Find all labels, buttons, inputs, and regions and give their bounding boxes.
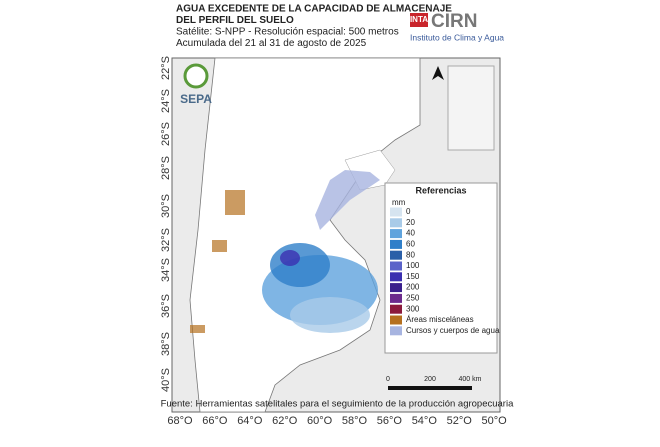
- legend-box: [384, 182, 498, 354]
- excess-area: [290, 297, 370, 333]
- legend-swatch: [390, 326, 402, 336]
- legend-label: 200: [406, 283, 420, 292]
- longitude-label: 54°O: [412, 415, 438, 427]
- locator-map: [447, 65, 495, 151]
- legend-swatch: [390, 283, 402, 293]
- longitude-label: 64°O: [237, 415, 263, 427]
- legend-label: 250: [406, 294, 420, 303]
- legend-label: Cursos y cuerpos de agua: [406, 326, 500, 335]
- legend-swatch: [390, 293, 402, 303]
- legend-label: 100: [406, 261, 420, 270]
- latitude-label: 30°S: [160, 194, 172, 218]
- scale-label: 200: [424, 376, 436, 383]
- legend-label: Áreas misceláneas: [406, 315, 474, 324]
- scale-label: 0: [386, 376, 390, 383]
- legend-label: 60: [406, 240, 415, 249]
- water-excess: [190, 170, 380, 333]
- longitude-label: 66°O: [202, 415, 228, 427]
- longitude-label: 58°O: [342, 415, 368, 427]
- misc-area: [212, 240, 227, 252]
- excess-area: [280, 250, 300, 266]
- legend-title: Referencias: [415, 185, 466, 195]
- footer: Fuente: Herramientas satelitales para el…: [161, 399, 514, 410]
- longitude-label: 56°O: [377, 415, 403, 427]
- latitude-label: 28°S: [160, 156, 172, 180]
- legend-label: 80: [406, 250, 415, 259]
- legend-label: 150: [406, 272, 420, 281]
- latitude-label: 34°S: [160, 258, 172, 282]
- latitude-label: 22°S: [160, 56, 172, 80]
- title-line: DEL PERFIL DEL SUELO: [176, 15, 294, 26]
- legend-swatch: [390, 261, 402, 271]
- legend-swatch: [390, 229, 402, 239]
- legend-swatch: [390, 315, 402, 325]
- legend-unit: mm: [392, 198, 406, 207]
- legend-swatch: [390, 272, 402, 282]
- legend-swatch: [390, 207, 402, 217]
- latitude-label: 32°S: [160, 228, 172, 252]
- latitude-label: 24°S: [160, 89, 172, 113]
- longitude-label: 52°O: [447, 415, 473, 427]
- longitude-label: 60°O: [307, 415, 333, 427]
- latitude-label: 40°S: [160, 368, 172, 392]
- legend-swatch: [390, 304, 402, 314]
- legend-label: 0: [406, 207, 411, 216]
- latitude-label: 36°S: [160, 294, 172, 318]
- legend-swatch: [390, 218, 402, 228]
- legend-label: 20: [406, 218, 415, 227]
- misc-area: [190, 325, 205, 333]
- logo-org: INTA: [410, 15, 428, 24]
- longitude-label: 62°O: [272, 415, 298, 427]
- sepa-label: SEPA: [180, 92, 212, 106]
- water-bodies: [315, 170, 380, 230]
- legend-swatch: [390, 239, 402, 249]
- sepa-icon: [183, 63, 209, 89]
- north-arrow: [432, 66, 444, 80]
- legend-label: 40: [406, 229, 415, 238]
- latitude-label: 38°S: [160, 332, 172, 356]
- labels: AGUA EXCEDENTE DE LA CAPACIDAD DE ALMACE…: [160, 4, 514, 427]
- legend-label: 300: [406, 304, 420, 313]
- logo-name: CIRN: [431, 11, 477, 32]
- logo-subtitle: Instituto de Clima y Agua: [410, 32, 504, 42]
- title-line: Satélite: S-NPP - Resolución espacial: 5…: [176, 27, 399, 38]
- longitude-label: 50°O: [481, 415, 507, 427]
- inta-logo: [410, 13, 428, 27]
- title-line: AGUA EXCEDENTE DE LA CAPACIDAD DE ALMACE…: [176, 4, 452, 15]
- title-line: Acumulada del 21 al 31 de agosto de 2025: [176, 38, 367, 49]
- latitude-label: 26°S: [160, 122, 172, 146]
- excess-area: [270, 243, 330, 287]
- misc-area: [225, 190, 245, 215]
- legend-swatch: [390, 250, 402, 260]
- scale-label: 400 km: [459, 376, 482, 383]
- scale-bar: [388, 386, 472, 390]
- longitude-label: 68°O: [167, 415, 193, 427]
